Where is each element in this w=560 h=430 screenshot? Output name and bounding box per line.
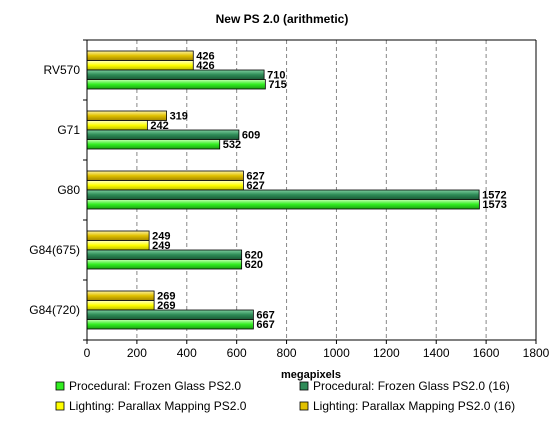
bar bbox=[86, 300, 155, 311]
legend-swatch bbox=[55, 381, 65, 391]
axes-group bbox=[86, 39, 537, 341]
bar-value-label: 627 bbox=[246, 171, 264, 183]
bar bbox=[86, 139, 221, 150]
bar-value-label: 532 bbox=[223, 139, 241, 151]
legend-swatch bbox=[299, 401, 309, 411]
x-tick-label: 1000 bbox=[323, 346, 350, 360]
bar-value-label: 319 bbox=[170, 111, 188, 123]
bar-value-label: 1572 bbox=[482, 190, 506, 202]
bar-value-label: 426 bbox=[196, 51, 214, 63]
x-tick-label: 1400 bbox=[423, 346, 450, 360]
bar bbox=[86, 259, 243, 270]
category-label: G71 bbox=[57, 123, 80, 137]
x-tick-label: 200 bbox=[127, 346, 147, 360]
bar-value-label: 609 bbox=[242, 130, 260, 142]
bar bbox=[86, 309, 254, 320]
legend-label: Lighting: Parallax Mapping PS2.0 bbox=[69, 399, 247, 413]
x-tick-label: 1200 bbox=[373, 346, 400, 360]
bar-value-label: 620 bbox=[245, 250, 263, 262]
bar bbox=[86, 129, 240, 140]
bar bbox=[86, 240, 150, 251]
bar-value-label: 627 bbox=[246, 180, 264, 192]
bar bbox=[86, 60, 194, 71]
bar bbox=[86, 199, 480, 210]
x-tick-label: 800 bbox=[277, 346, 297, 360]
x-tick-label: 1600 bbox=[473, 346, 500, 360]
legend-label: Procedural: Frozen Glass PS2.0 (16) bbox=[313, 379, 510, 393]
tick-labels: 0 200 400 600 800 1000 1200 1400 1600 1800 bbox=[84, 340, 550, 360]
bar-value-label: 269 bbox=[157, 300, 175, 312]
bar bbox=[86, 189, 480, 200]
bar-value-label: 710 bbox=[267, 70, 285, 82]
bar bbox=[86, 50, 194, 61]
bar bbox=[86, 170, 244, 181]
category-label: G84(675) bbox=[29, 243, 80, 257]
x-tick-label: 1800 bbox=[523, 346, 550, 360]
category-labels: RV570 G71 G80 G84(675) G84(720) bbox=[29, 39, 87, 341]
bar-value-label: 249 bbox=[152, 240, 170, 252]
category-label: RV570 bbox=[44, 63, 81, 77]
legend-label: Procedural: Frozen Glass PS2.0 bbox=[69, 379, 241, 393]
bar bbox=[86, 120, 148, 131]
category-label: G84(720) bbox=[29, 303, 80, 317]
bar-value-label: 249 bbox=[152, 231, 170, 243]
bar bbox=[86, 69, 265, 80]
x-tick-label: 600 bbox=[227, 346, 247, 360]
bar-value-label: 667 bbox=[256, 310, 274, 322]
bar bbox=[86, 290, 155, 301]
bar-value-label: 715 bbox=[268, 79, 286, 91]
x-tick-label: 400 bbox=[177, 346, 197, 360]
legend-label: Lighting: Parallax Mapping PS2.0 (16) bbox=[313, 399, 515, 413]
bar bbox=[86, 180, 244, 191]
legend: Procedural: Frozen Glass PS2.0 Procedural… bbox=[55, 379, 515, 413]
bar-value-label: 667 bbox=[256, 319, 274, 331]
bar bbox=[86, 79, 266, 90]
legend-swatch bbox=[299, 381, 309, 391]
bar bbox=[86, 230, 150, 241]
bar-value-label: 269 bbox=[157, 291, 175, 303]
legend-swatch bbox=[55, 401, 65, 411]
x-axis-label: megapixels bbox=[281, 369, 341, 381]
bar-value-label: 242 bbox=[150, 120, 168, 132]
bar bbox=[86, 319, 254, 330]
x-tick-label: 0 bbox=[84, 346, 91, 360]
chart-title: New PS 2.0 (arithmetic) bbox=[216, 12, 349, 26]
bar-value-label: 620 bbox=[245, 259, 263, 271]
category-label: G80 bbox=[57, 183, 80, 197]
bar bbox=[86, 249, 243, 260]
bar-value-label: 426 bbox=[196, 60, 214, 72]
bar-value-label: 1573 bbox=[482, 199, 506, 211]
